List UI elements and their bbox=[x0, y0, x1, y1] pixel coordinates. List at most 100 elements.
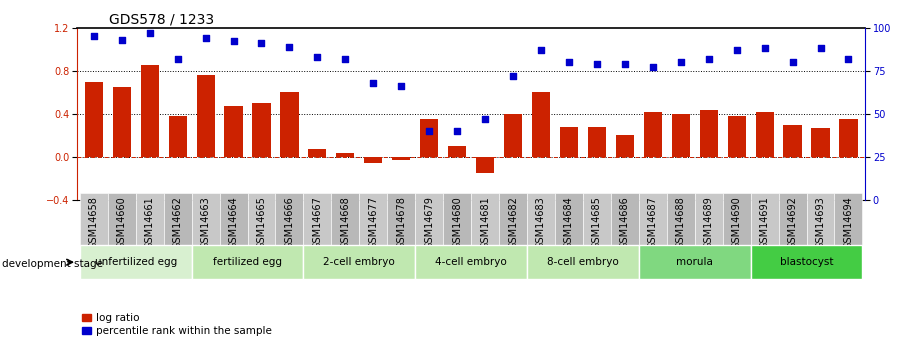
Bar bbox=[499, 193, 527, 247]
Bar bbox=[778, 193, 806, 247]
Bar bbox=[415, 245, 527, 279]
Bar bbox=[308, 149, 326, 157]
Text: GSM14681: GSM14681 bbox=[480, 196, 490, 249]
Point bbox=[646, 65, 660, 70]
Point bbox=[366, 80, 381, 86]
Bar bbox=[364, 157, 382, 164]
Point bbox=[618, 61, 632, 67]
Bar bbox=[527, 193, 555, 247]
Point bbox=[814, 46, 828, 51]
Bar bbox=[387, 193, 415, 247]
Bar bbox=[555, 193, 583, 247]
Text: unfertilized egg: unfertilized egg bbox=[94, 257, 177, 267]
Text: GSM14664: GSM14664 bbox=[228, 196, 238, 249]
Point bbox=[701, 56, 716, 61]
Bar bbox=[191, 193, 219, 247]
Bar bbox=[80, 193, 108, 247]
Text: GSM14666: GSM14666 bbox=[284, 196, 294, 249]
Bar bbox=[532, 92, 550, 157]
Point bbox=[338, 56, 352, 61]
Bar bbox=[392, 157, 410, 160]
Bar bbox=[197, 75, 215, 157]
Text: GSM14688: GSM14688 bbox=[676, 196, 686, 249]
Point bbox=[590, 61, 604, 67]
Bar bbox=[219, 193, 247, 247]
Point bbox=[170, 56, 185, 61]
Bar bbox=[560, 127, 578, 157]
Bar bbox=[751, 245, 863, 279]
Bar bbox=[304, 245, 415, 279]
Text: GSM14691: GSM14691 bbox=[759, 196, 769, 249]
Bar bbox=[136, 193, 164, 247]
Text: fertilized egg: fertilized egg bbox=[213, 257, 282, 267]
Bar bbox=[336, 152, 354, 157]
Point bbox=[562, 59, 576, 65]
Point bbox=[534, 47, 548, 53]
Point bbox=[394, 83, 409, 89]
Text: GDS578 / 1233: GDS578 / 1233 bbox=[109, 12, 214, 27]
Point bbox=[226, 39, 241, 44]
Bar bbox=[583, 193, 611, 247]
Bar bbox=[225, 106, 243, 157]
Text: GSM14690: GSM14690 bbox=[732, 196, 742, 249]
Bar bbox=[169, 116, 187, 157]
Bar bbox=[728, 116, 746, 157]
Bar bbox=[834, 193, 863, 247]
Point bbox=[114, 37, 129, 42]
Bar bbox=[164, 193, 191, 247]
Bar bbox=[504, 114, 522, 157]
Text: GSM14682: GSM14682 bbox=[508, 196, 518, 249]
Bar bbox=[360, 193, 387, 247]
Bar bbox=[527, 245, 639, 279]
Bar bbox=[275, 193, 304, 247]
Bar bbox=[415, 193, 443, 247]
Text: GSM14661: GSM14661 bbox=[145, 196, 155, 249]
Text: blastocyst: blastocyst bbox=[780, 257, 834, 267]
Text: GSM14687: GSM14687 bbox=[648, 196, 658, 249]
Bar bbox=[471, 193, 499, 247]
Bar bbox=[80, 245, 191, 279]
Bar bbox=[784, 125, 802, 157]
Text: GSM14685: GSM14685 bbox=[592, 196, 602, 249]
Bar bbox=[247, 193, 275, 247]
Point bbox=[450, 128, 465, 134]
Point bbox=[757, 46, 772, 51]
Point bbox=[841, 56, 855, 61]
Text: GSM14663: GSM14663 bbox=[200, 196, 210, 249]
Text: development stage: development stage bbox=[2, 259, 102, 269]
Point bbox=[142, 30, 157, 36]
Bar bbox=[639, 245, 751, 279]
Bar bbox=[611, 193, 639, 247]
Bar bbox=[304, 193, 332, 247]
Bar bbox=[332, 193, 360, 247]
Text: GSM14667: GSM14667 bbox=[313, 196, 323, 249]
Text: GSM14686: GSM14686 bbox=[620, 196, 630, 249]
Text: GSM14668: GSM14668 bbox=[341, 196, 351, 249]
Bar bbox=[639, 193, 667, 247]
Text: GSM14689: GSM14689 bbox=[704, 196, 714, 249]
Bar bbox=[588, 127, 606, 157]
Point bbox=[729, 47, 744, 53]
Bar bbox=[667, 193, 695, 247]
Bar bbox=[253, 103, 271, 157]
Bar bbox=[812, 128, 830, 157]
Bar bbox=[448, 146, 467, 157]
Bar bbox=[644, 112, 662, 157]
Bar bbox=[723, 193, 751, 247]
Bar bbox=[140, 65, 159, 157]
Bar bbox=[420, 119, 439, 157]
Point bbox=[310, 54, 324, 60]
Point bbox=[786, 59, 800, 65]
Point bbox=[422, 128, 437, 134]
Bar bbox=[671, 114, 689, 157]
Point bbox=[477, 116, 492, 122]
Bar bbox=[751, 193, 778, 247]
Bar bbox=[756, 112, 774, 157]
Text: GSM14660: GSM14660 bbox=[117, 196, 127, 249]
Point bbox=[198, 35, 213, 41]
Bar bbox=[476, 157, 494, 173]
Text: GSM14665: GSM14665 bbox=[256, 196, 266, 249]
Text: GSM14692: GSM14692 bbox=[787, 196, 797, 249]
Text: 8-cell embryo: 8-cell embryo bbox=[547, 257, 619, 267]
Legend: log ratio, percentile rank within the sample: log ratio, percentile rank within the sa… bbox=[82, 313, 272, 336]
